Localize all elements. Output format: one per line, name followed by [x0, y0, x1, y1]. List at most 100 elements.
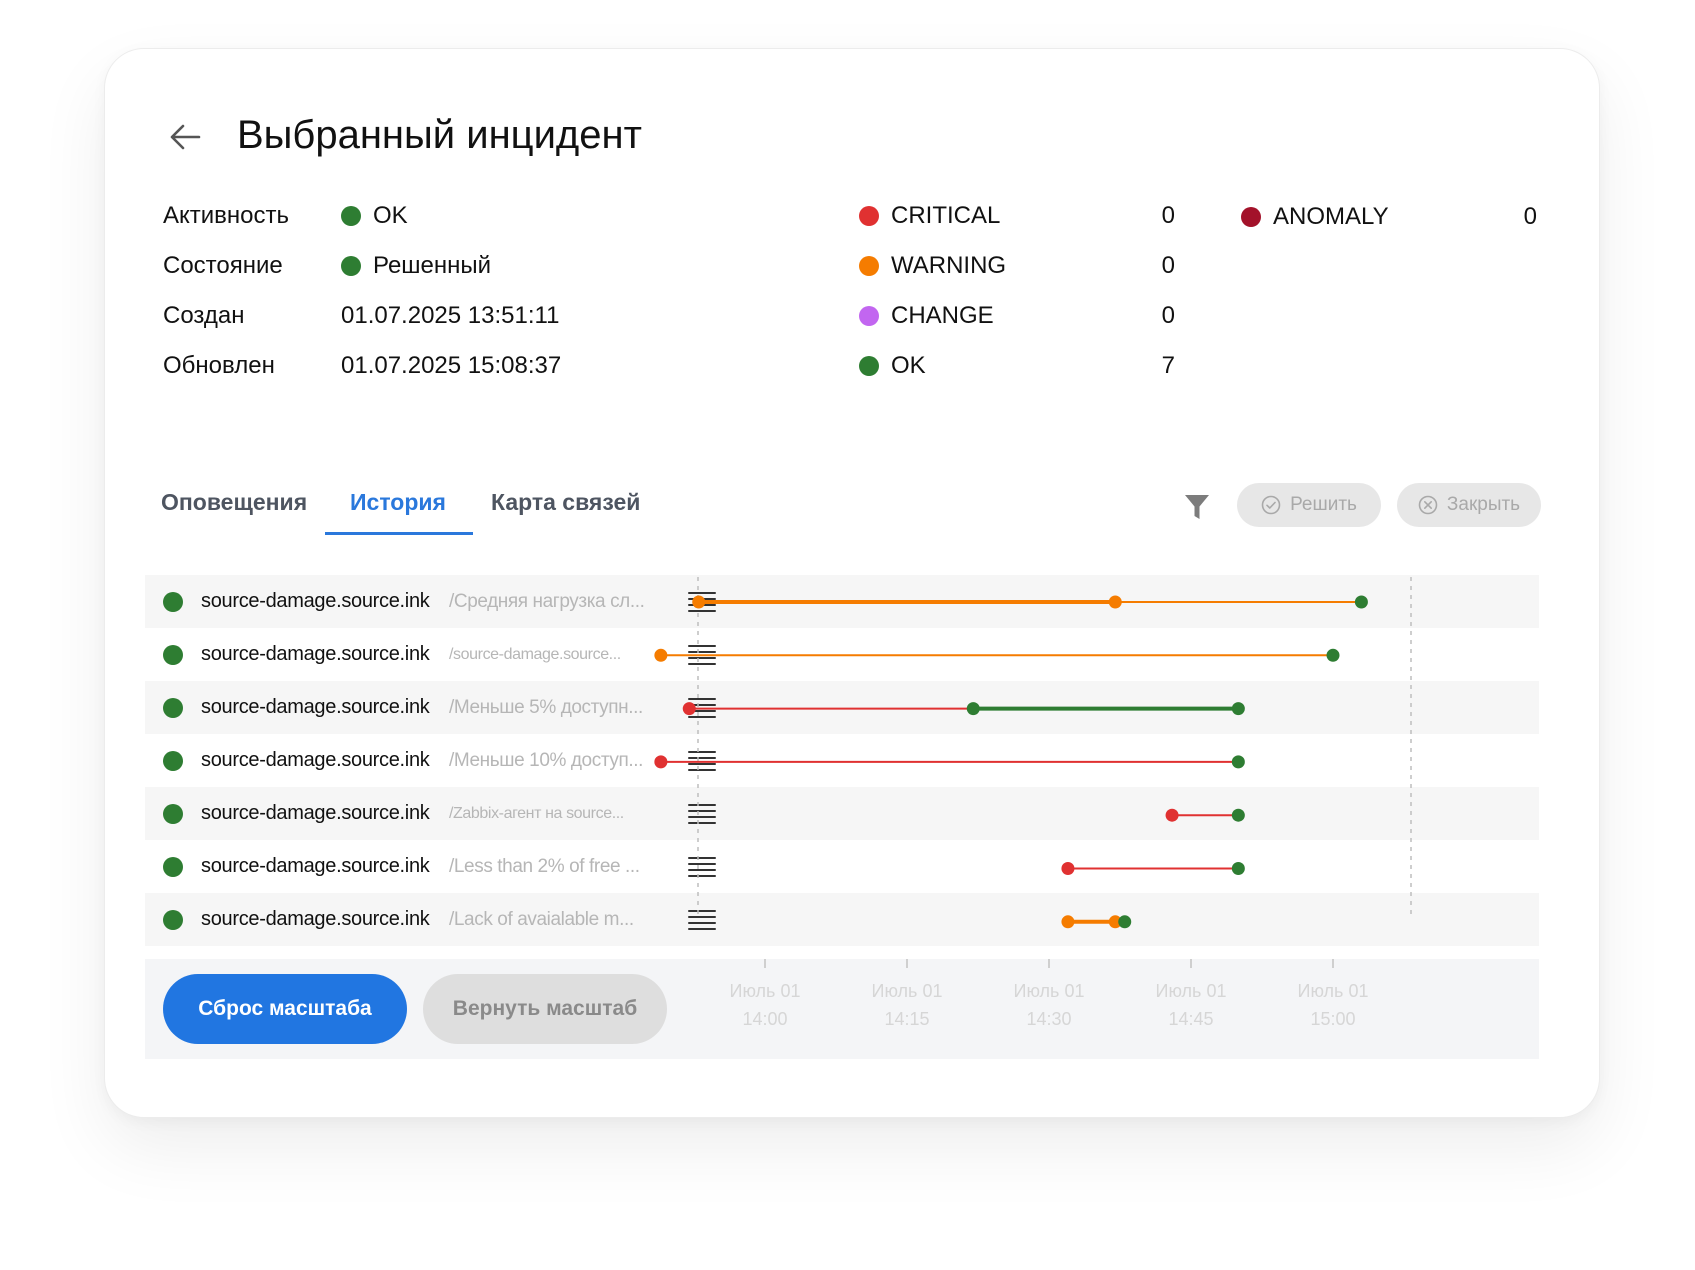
info-row-updated: Обновлен 01.07.2025 15:08:37 [105, 349, 805, 383]
timeline-point[interactable] [1326, 648, 1340, 662]
event-row[interactable]: source-damage.source.ink/Zabbix-агент на… [145, 787, 1539, 840]
event-host: source-damage.source.ink [201, 696, 430, 718]
close-label: Закрыть [1446, 494, 1521, 515]
axis-tick-label: Июль 01 14:45 [1136, 977, 1246, 1033]
status-dot [341, 206, 361, 226]
menu-icon[interactable] [687, 641, 717, 667]
menu-icon[interactable] [687, 694, 717, 720]
info-row-state: Состояние Решенный [105, 249, 805, 283]
restore-zoom-button[interactable]: Вернуть масштаб [423, 974, 667, 1044]
event-status-dot [163, 645, 183, 665]
timeline-point[interactable] [1231, 808, 1245, 822]
timeline-point[interactable] [1108, 595, 1122, 609]
timeline-point[interactable] [692, 595, 706, 609]
severity-anomaly: ANOMALY [1241, 200, 1389, 234]
tick-time: 14:45 [1168, 1009, 1214, 1029]
severity-dot [859, 306, 879, 326]
event-host: source-damage.source.ink [201, 749, 430, 771]
severity-name: CRITICAL [891, 202, 1001, 229]
event-row[interactable]: source-damage.source.ink/source-damage.s… [145, 628, 1539, 681]
event-status-dot [163, 910, 183, 930]
event-status-dot [163, 592, 183, 612]
timeline-point[interactable] [1108, 915, 1122, 929]
tab-notifications[interactable]: Оповещения [161, 489, 308, 515]
tick-time: 15:00 [1310, 1009, 1356, 1029]
severity-warning: WARNING [859, 249, 1006, 283]
arrow-left-icon [170, 124, 201, 150]
event-status-dot [163, 698, 183, 718]
incident-card: Выбранный инцидент Активность OK Состоян… [104, 48, 1600, 1118]
severity-count: 0 [1161, 302, 1175, 329]
severity-count: 0 [1161, 202, 1175, 229]
tick-time: 14:30 [1026, 1009, 1072, 1029]
event-row[interactable]: source-damage.source.ink/Less than 2% of… [145, 840, 1539, 893]
tab-active-indicator [325, 532, 473, 535]
tick-date: Июль 01 [729, 981, 801, 1001]
tick-date: Июль 01 [871, 981, 943, 1001]
event-list: source-damage.source.ink/Средняя нагрузк… [145, 575, 1539, 946]
event-status-dot [163, 857, 183, 877]
severity-count: 0 [1523, 203, 1537, 230]
timeline-point[interactable] [1118, 915, 1132, 929]
severity-dot [859, 256, 879, 276]
timeline-point[interactable] [1061, 862, 1075, 875]
info-row-created: Создан 01.07.2025 13:51:11 [105, 299, 805, 333]
info-label: Активность [163, 202, 290, 229]
axis-tick-label: Июль 01 14:30 [994, 977, 1104, 1033]
info-value: Решенный [373, 252, 492, 279]
event-row[interactable]: source-damage.source.ink/Меньше 10% дост… [145, 734, 1539, 787]
menu-icon[interactable] [687, 800, 717, 826]
severity-dot [859, 206, 879, 226]
close-button[interactable]: Закрыть [1397, 483, 1541, 527]
event-host: source-damage.source.ink [201, 590, 430, 612]
back-button[interactable] [163, 115, 207, 159]
axis-tick-label: Июль 01 14:15 [852, 977, 962, 1033]
timeline-point[interactable] [1231, 702, 1245, 716]
axis-tick-label: Июль 01 15:00 [1278, 977, 1388, 1033]
event-status-dot [163, 751, 183, 771]
resolve-button[interactable]: Решить [1237, 483, 1381, 527]
severity-ok: OK [859, 349, 926, 383]
timeline-point[interactable] [654, 648, 668, 662]
timeline-point[interactable] [1231, 755, 1245, 769]
menu-icon[interactable] [687, 906, 717, 932]
timeline-point[interactable] [1354, 595, 1368, 609]
timeline-point[interactable] [966, 702, 980, 716]
reset-zoom-button[interactable]: Сброс масштаба [163, 974, 407, 1044]
event-host: source-damage.source.ink [201, 855, 430, 877]
tab-history[interactable]: История [350, 489, 446, 515]
time-axis [764, 959, 1334, 968]
menu-icon[interactable] [687, 853, 717, 879]
resolve-label: Решить [1290, 494, 1357, 515]
severity-change: CHANGE [859, 299, 994, 333]
info-value: OK [373, 202, 408, 229]
check-circle-icon [1261, 495, 1281, 515]
close-circle-icon [1418, 495, 1438, 515]
info-value: 01.07.2025 15:08:37 [341, 352, 562, 379]
severity-critical: CRITICAL [859, 199, 1000, 233]
event-host: source-damage.source.ink [201, 802, 430, 824]
axis-tick-label: Июль 01 14:00 [710, 977, 820, 1033]
timeline-point[interactable] [1165, 808, 1179, 822]
severity-dot [859, 356, 879, 376]
tick-date: Июль 01 [1297, 981, 1369, 1001]
info-row-activity: Активность OK [105, 199, 805, 233]
timeline-point[interactable] [654, 755, 668, 769]
event-row[interactable]: source-damage.source.ink/Меньше 5% досту… [145, 681, 1539, 734]
severity-name: CHANGE [891, 302, 994, 329]
history-timeline[interactable] [105, 575, 1599, 955]
severity-count: 0 [1161, 252, 1175, 279]
severity-name: WARNING [891, 252, 1007, 279]
menu-icon[interactable] [687, 747, 717, 773]
timeline-point[interactable] [682, 702, 696, 716]
timeline-point[interactable] [1061, 915, 1075, 929]
tab-relations-map[interactable]: Карта связей [491, 489, 641, 515]
event-row[interactable]: source-damage.source.ink/Lack of avaiala… [145, 893, 1539, 946]
filter-button[interactable] [1179, 489, 1215, 525]
info-label: Обновлен [163, 352, 275, 379]
filter-icon [1185, 495, 1209, 519]
timeline-point[interactable] [1231, 862, 1245, 875]
info-label: Создан [163, 302, 245, 329]
page-title: Выбранный инцидент [237, 113, 642, 157]
severity-name: ANOMALY [1273, 203, 1389, 230]
